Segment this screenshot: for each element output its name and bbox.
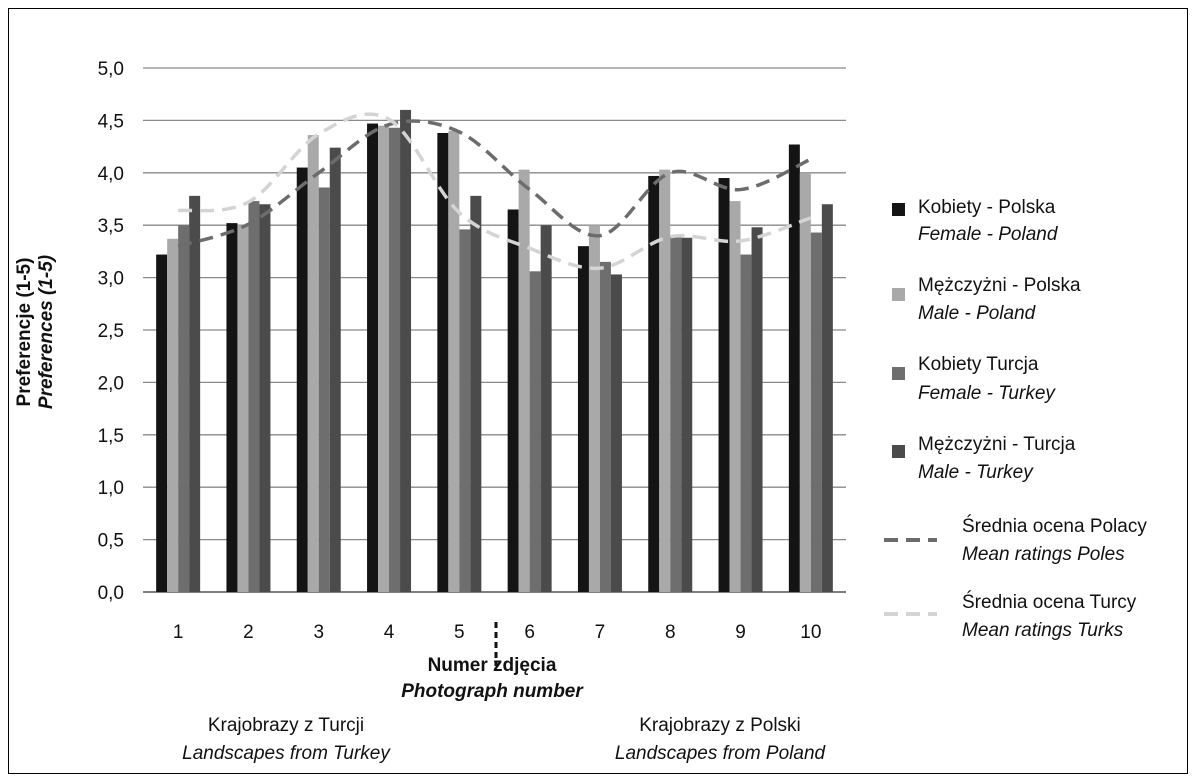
x-axis-title-pl: Numer zdjęcia xyxy=(428,655,557,676)
x-axis-title-en: Photograph number xyxy=(401,681,584,702)
bars xyxy=(156,109,833,593)
legend-label-male-turkey: Mężczyżni - Turcja xyxy=(918,434,1076,455)
x-tick-label: 8 xyxy=(665,622,676,643)
bar xyxy=(718,178,730,593)
y-axis-title: Preferencje (1-5) Preferences (1-5) xyxy=(14,255,57,409)
x-tick-label: 1 xyxy=(173,622,184,643)
y-tick-label: 3,0 xyxy=(98,269,124,290)
y-tick-label: 2,0 xyxy=(98,373,124,394)
y-tick-labels: 0,0 0,5 1,0 1,5 2,0 2,5 3,0 3,5 4,0 4,5 5,0 xyxy=(98,59,124,604)
bar xyxy=(259,204,271,593)
bar xyxy=(599,261,611,592)
group-label-poland-en: Landscapes from Poland xyxy=(615,743,827,764)
y-tick-label: 0,0 xyxy=(98,583,124,604)
x-tick-label: 5 xyxy=(454,622,465,643)
group-label-turkey-en: Landscapes from Turkey xyxy=(182,743,391,764)
y-tick-label: 1,5 xyxy=(98,426,124,447)
bar xyxy=(437,132,449,592)
y-tick-label: 3,5 xyxy=(98,216,124,237)
mean-lines xyxy=(177,112,812,271)
y-tick-label: 4,0 xyxy=(98,164,124,185)
legend-label-poles: Średnia ocena Polacy xyxy=(962,515,1147,537)
group-label-turkey-pl: Krajobrazy z Turcji xyxy=(208,715,364,736)
bar xyxy=(167,238,179,592)
bar xyxy=(729,201,741,592)
bar xyxy=(588,225,600,592)
legend-swatch-male-poland xyxy=(892,288,905,301)
bar xyxy=(529,271,541,592)
legend-label-female-turkey-en: Female - Turkey xyxy=(918,383,1056,404)
group-label-poland-pl: Krajobrazy z Polski xyxy=(639,715,801,736)
legend-label-turks-en: Mean ratings Turks xyxy=(962,620,1124,641)
bar xyxy=(681,237,693,592)
mean-line xyxy=(177,112,812,271)
bar xyxy=(470,195,482,592)
bar xyxy=(400,109,412,593)
bar xyxy=(670,235,682,592)
bar xyxy=(307,135,319,592)
bar xyxy=(389,127,401,593)
bar xyxy=(189,195,201,592)
bar xyxy=(226,223,238,592)
bar xyxy=(577,246,589,592)
bar xyxy=(659,169,671,592)
legend-label-male-poland-en: Male - Poland xyxy=(918,303,1037,324)
bar xyxy=(318,187,330,593)
bar xyxy=(237,225,249,592)
legend-label-poles-en: Mean ratings Poles xyxy=(962,544,1125,565)
legend-label-female-poland-en: Female - Poland xyxy=(918,224,1059,245)
bar xyxy=(799,172,811,593)
y-tick-label: 0,5 xyxy=(98,531,124,552)
y-axis-title-en: Preferences (1-5) xyxy=(36,255,57,409)
x-tick-label: 3 xyxy=(313,622,324,643)
y-tick-label: 4,5 xyxy=(98,111,124,132)
bar xyxy=(367,123,379,592)
bar xyxy=(648,175,660,592)
bar xyxy=(156,254,168,592)
bar xyxy=(788,144,800,592)
bar xyxy=(448,130,460,592)
bar xyxy=(248,201,260,592)
x-tick-label: 9 xyxy=(735,622,746,643)
bar xyxy=(610,274,622,592)
legend-label-male-turkey-en: Male - Turkey xyxy=(918,462,1034,483)
legend-swatch-female-poland xyxy=(892,203,905,216)
legend: Kobiety - Polska Female - Poland Mężczyż… xyxy=(884,197,1147,641)
legend-swatch-female-turkey xyxy=(892,367,905,380)
bar xyxy=(540,225,552,592)
x-tick-label: 4 xyxy=(384,622,395,643)
bar xyxy=(459,229,471,592)
chart-frame xyxy=(8,8,1188,774)
bar xyxy=(751,227,763,592)
x-tick-labels: 1 2 3 4 5 6 7 8 9 10 xyxy=(173,622,822,643)
y-tick-label: 2,5 xyxy=(98,321,124,342)
bar xyxy=(296,167,308,592)
bar xyxy=(178,225,190,592)
y-axis-title-pl: Preferencje (1-5) xyxy=(14,258,35,407)
x-tick-label: 6 xyxy=(524,622,535,643)
y-tick-label: 5,0 xyxy=(98,59,124,80)
legend-swatch-male-turkey xyxy=(892,445,905,458)
bar xyxy=(518,169,530,592)
y-tick-label: 1,0 xyxy=(98,478,124,499)
legend-label-female-poland: Kobiety - Polska xyxy=(918,197,1056,218)
bar xyxy=(810,232,822,592)
bar xyxy=(821,204,833,593)
legend-label-turks: Średnia ocena Turcy xyxy=(962,591,1137,613)
x-tick-label: 2 xyxy=(243,622,254,643)
x-tick-label: 10 xyxy=(800,622,821,643)
legend-label-male-poland: Mężczyżni - Polska xyxy=(918,275,1081,296)
bar xyxy=(740,254,752,592)
x-tick-label: 7 xyxy=(595,622,606,643)
bar xyxy=(507,209,519,593)
bar xyxy=(329,147,341,592)
legend-label-female-turkey: Kobiety Turcja xyxy=(918,354,1039,375)
bar xyxy=(378,125,390,592)
mean-line xyxy=(177,119,812,248)
